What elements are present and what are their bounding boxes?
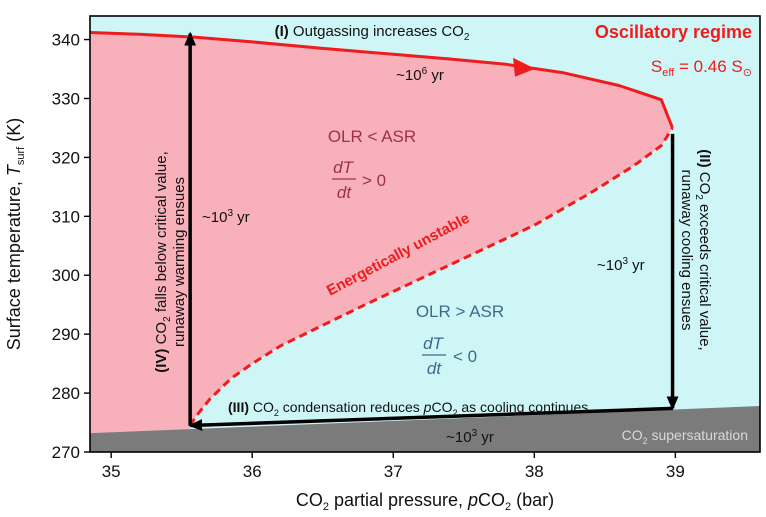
y-tick-label: 300 [52, 266, 80, 285]
stage1-label: (I) Outgassing increases CO2 [275, 23, 470, 43]
y-tick-label: 330 [52, 89, 80, 108]
svg-text:runaway cooling ensues: runaway cooling ensues [678, 170, 695, 331]
svg-text:dt: dt [337, 183, 352, 202]
supersaturation-region [90, 406, 760, 452]
olr-upper-eq: dT dt > 0 [332, 158, 386, 202]
svg-text:dt: dt [427, 359, 442, 378]
y-tick-label: 310 [52, 207, 80, 226]
stage4-label: (IV) CO2 falls below critical value, run… [153, 151, 188, 372]
y-tick-label: 340 [52, 31, 80, 50]
y-tick-label: 290 [52, 325, 80, 344]
x-tick-label: 37 [384, 462, 403, 481]
svg-text:runaway warming ensues: runaway warming ensues [171, 177, 188, 347]
time-right-label: ~103 yr [597, 256, 645, 274]
svg-text:dT: dT [423, 334, 444, 353]
olr-upper-label: OLR < ASR [328, 127, 416, 146]
stable-branch-arrowhead [513, 57, 536, 77]
x-tick-label: 39 [666, 462, 685, 481]
svg-text:< 0: < 0 [453, 347, 477, 366]
svg-text:dT: dT [333, 158, 354, 177]
regime-title: Oscillatory regime [595, 22, 752, 42]
stage2-label: (II) CO2 exceeds critical value, runaway… [678, 149, 713, 350]
seff-label: Seff = 0.46 S⊙ [651, 57, 752, 79]
y-axis-label: Surface temperature, Tsurf (K) [4, 118, 27, 350]
svg-text:(II) CO2 exceeds critical valu: (II) CO2 exceeds critical value, [693, 149, 713, 350]
supersat-label: CO2 supersaturation [622, 427, 748, 446]
y-tick-label: 280 [52, 384, 80, 403]
condensation-arrow [188, 406, 673, 432]
svg-text:> 0: > 0 [362, 171, 386, 190]
plot-layer [90, 31, 760, 452]
unstable-branch-line [188, 127, 674, 427]
y-tick-label: 270 [52, 443, 80, 462]
time-top-label: ~106 yr [396, 66, 444, 84]
arrow-layer [184, 31, 679, 432]
plot-frame [89, 15, 761, 453]
x-tick-label: 36 [243, 462, 262, 481]
tick-layer: 35 36 37 38 39 270 280 290 300 310 320 330 340 [52, 31, 685, 481]
stage3-label: (III) CO2 condensation reduces pCO2 as c… [228, 399, 588, 418]
time-bottom-label: ~103 yr [446, 428, 494, 446]
x-tick-label: 38 [525, 462, 544, 481]
x-tick-label: 35 [102, 462, 121, 481]
time-left-label: ~103 yr [202, 208, 250, 226]
olr-lower-eq: dT dt < 0 [422, 334, 477, 378]
olr-lower-label: OLR > ASR [416, 302, 504, 321]
y-tick-label: 320 [52, 148, 80, 167]
unstable-region [90, 32, 673, 434]
x-axis-label: CO2 partial pressure, pCO2 (bar) [296, 490, 554, 513]
